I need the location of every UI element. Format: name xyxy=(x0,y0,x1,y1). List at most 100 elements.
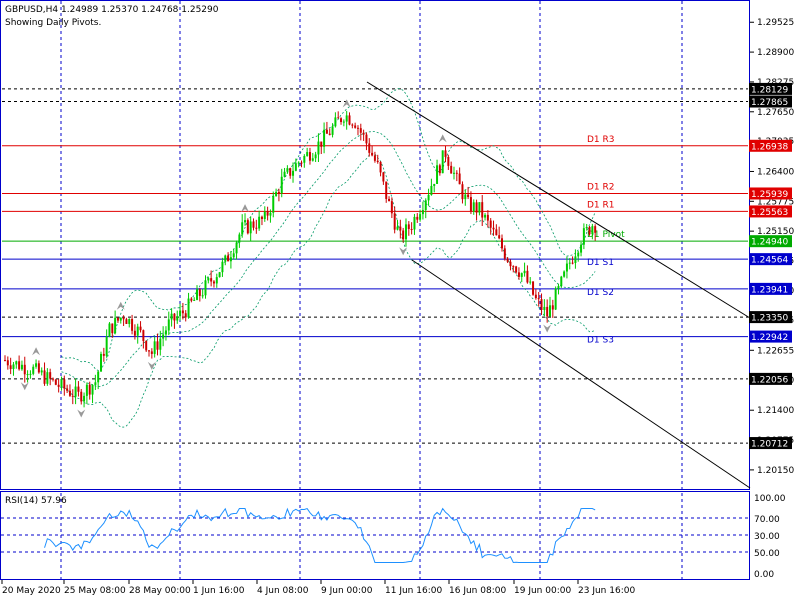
candle-body xyxy=(342,121,345,123)
level-tag-bg xyxy=(749,253,792,266)
candle-body xyxy=(371,152,374,156)
rsi-frame xyxy=(0,491,750,580)
candle-body xyxy=(68,390,71,396)
candle-body xyxy=(407,224,410,230)
fractal-down-marker xyxy=(399,247,408,256)
level-tag-label: 1.22056 xyxy=(751,375,788,385)
candle-body xyxy=(565,263,568,272)
candle-body xyxy=(520,273,523,277)
candle-body xyxy=(100,353,103,372)
candle-body xyxy=(238,234,241,243)
candle-body xyxy=(356,127,359,129)
candle-body xyxy=(156,341,159,350)
candle-body xyxy=(515,266,518,273)
candle-body xyxy=(218,272,221,278)
candle-body xyxy=(340,118,343,123)
candle-body xyxy=(116,317,119,321)
time-tick-label: 16 Jun 08:00 xyxy=(449,586,506,596)
rsi-line xyxy=(44,507,596,563)
level-name: D1 S2 xyxy=(587,288,614,298)
candle-body xyxy=(416,216,419,220)
candle-body xyxy=(37,363,40,373)
candle-body xyxy=(224,255,227,262)
price-tick-label: 1.27650 xyxy=(757,108,794,118)
time-tick-label: 9 Jun 00:00 xyxy=(321,586,373,596)
candle-body xyxy=(498,235,501,239)
time-tick-label: 11 Jun 16:00 xyxy=(385,586,442,596)
candle-body xyxy=(314,154,317,159)
level-tag-label: 1.25563 xyxy=(751,208,788,218)
candle-body xyxy=(35,363,38,367)
candle-body xyxy=(204,280,207,296)
candle-body xyxy=(388,198,391,202)
candle-body xyxy=(196,289,199,300)
candle-body xyxy=(43,370,46,384)
candles xyxy=(4,110,597,408)
candle-body xyxy=(164,330,167,335)
candle-body xyxy=(311,158,314,161)
candle-body xyxy=(334,117,337,127)
candle-body xyxy=(478,202,481,213)
candle-body xyxy=(102,353,105,356)
candle-body xyxy=(148,350,151,352)
candle-body xyxy=(557,286,560,289)
candle-body xyxy=(114,317,117,334)
candle-body xyxy=(444,150,447,157)
candle-body xyxy=(212,281,215,284)
candle-body xyxy=(105,336,108,356)
candle-body xyxy=(15,361,18,365)
candle-body xyxy=(277,191,280,194)
candle-body xyxy=(26,374,29,376)
candle-body xyxy=(523,270,526,274)
level-tag-bg xyxy=(749,82,792,95)
candle-body xyxy=(83,395,86,402)
candle-body xyxy=(46,372,49,384)
fractal-up-marker xyxy=(32,347,41,356)
candle-body xyxy=(323,129,326,147)
level-tag-bg xyxy=(749,205,792,218)
candle-body xyxy=(551,305,554,310)
candle-body xyxy=(345,115,348,122)
time-tick-label: 28 May 00:00 xyxy=(129,586,191,596)
candle-body xyxy=(221,261,224,273)
candle-body xyxy=(40,370,43,373)
time-tick-label: 20 May 2020 xyxy=(2,586,61,596)
candle-body xyxy=(362,132,365,135)
rsi-tick-100: 100.00 xyxy=(754,494,786,504)
candle-body xyxy=(495,229,498,236)
candle-body xyxy=(331,126,334,135)
candle-body xyxy=(337,117,340,119)
candle-body xyxy=(263,211,266,219)
candle-body xyxy=(142,330,145,341)
candle-body xyxy=(207,278,210,281)
candle-body xyxy=(300,162,303,164)
candle-body xyxy=(317,141,320,155)
level-tag-label: 1.24564 xyxy=(751,256,788,266)
candle-body xyxy=(365,134,368,144)
candle-body xyxy=(71,395,74,397)
candle-body xyxy=(229,257,232,262)
candle-body xyxy=(60,379,63,387)
rsi-tick-0: 0.00 xyxy=(754,570,774,580)
candle-body xyxy=(266,211,269,216)
subtitle: Showing Daily Pivots. xyxy=(5,18,101,28)
band-line xyxy=(61,131,596,387)
candle-body xyxy=(393,213,396,230)
candle-body xyxy=(413,216,416,230)
candle-body xyxy=(512,266,515,268)
candle-body xyxy=(404,224,407,240)
candle-body xyxy=(210,278,213,282)
candle-body xyxy=(9,365,12,370)
fractal-up-marker xyxy=(116,301,125,310)
candle-body xyxy=(517,272,520,277)
level-tag-bg xyxy=(749,139,792,152)
time-axis: 20 May 2020 25 May 08:00 28 May 00:00 1 Jun… xyxy=(1,580,635,596)
candle-body xyxy=(447,156,450,166)
candle-body xyxy=(486,214,489,221)
candle-body xyxy=(139,326,142,331)
candle-body xyxy=(133,330,136,336)
candle-body xyxy=(136,326,139,336)
candle-body xyxy=(173,313,176,321)
candle-body xyxy=(526,270,529,283)
